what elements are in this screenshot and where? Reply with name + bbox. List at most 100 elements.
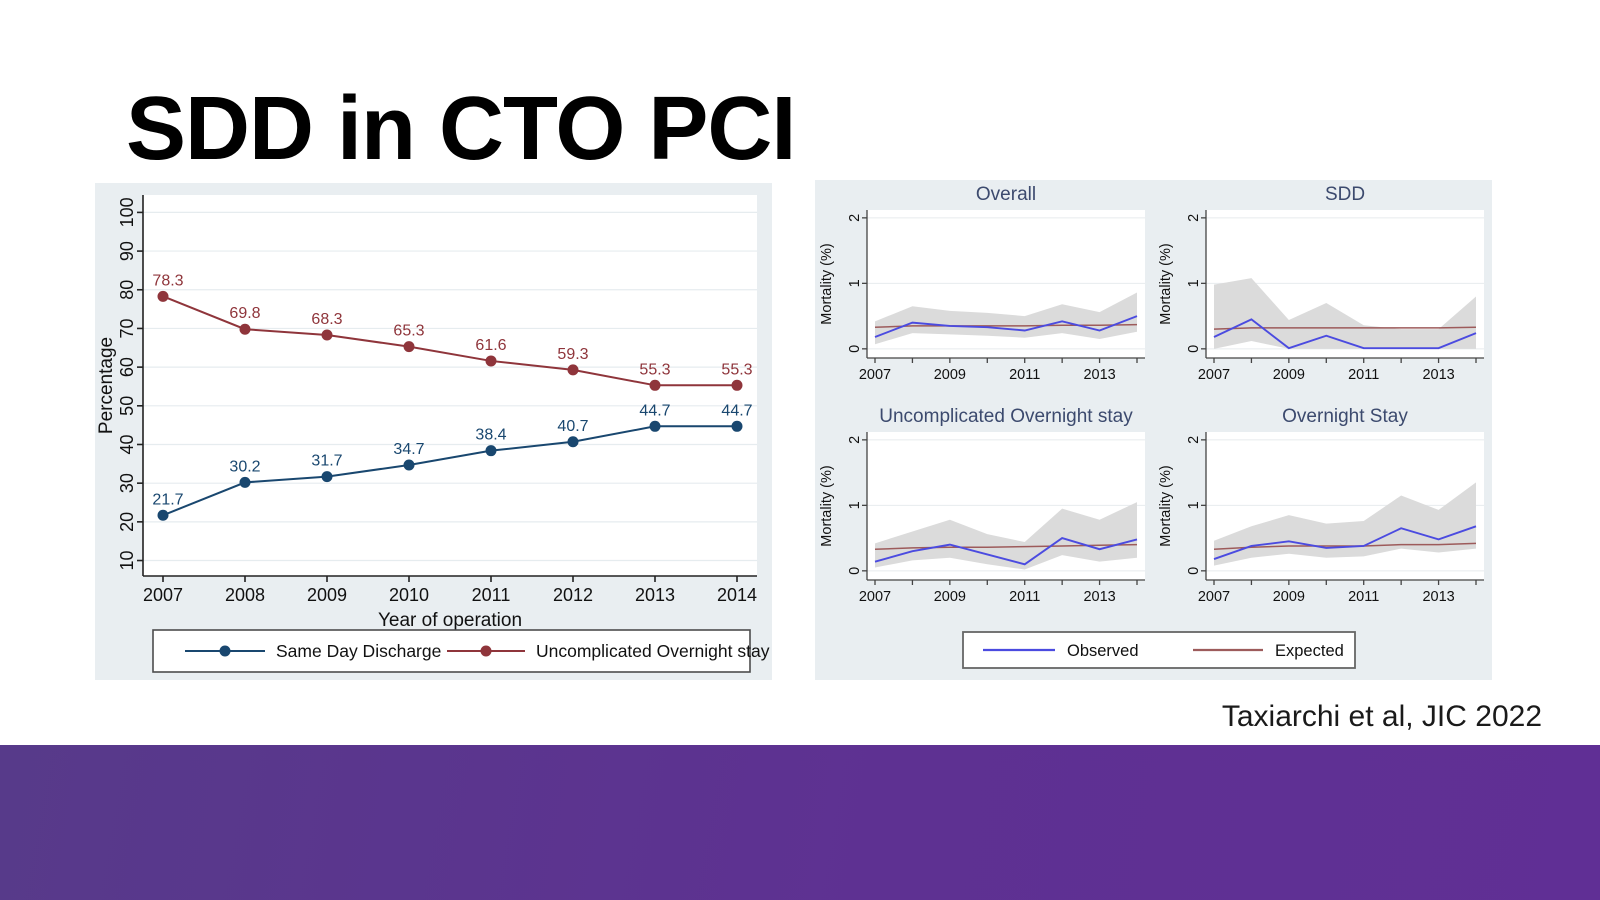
svg-text:2009: 2009 [1273, 589, 1305, 605]
svg-text:2013: 2013 [1422, 589, 1454, 605]
svg-text:2009: 2009 [934, 367, 966, 383]
expected-line [874, 323, 1138, 328]
svg-text:2007: 2007 [1198, 367, 1230, 383]
mortality-small-multiples: Overall 0 1 2 2007 2009 2011 2013 Mortality (%) S… [815, 180, 1492, 680]
svg-text:2014: 2014 [717, 585, 757, 605]
panel-title: Overall [976, 184, 1036, 205]
data-label: 44.7 [721, 402, 752, 419]
data-point [567, 364, 579, 376]
svg-text:2007: 2007 [1198, 589, 1230, 605]
trend-legend: Same Day Discharge Uncomplicated Overnigh… [152, 629, 770, 673]
svg-text:90: 90 [117, 241, 137, 261]
series-same-day-discharge: 21.7 30.2 31.7 34.7 38.4 40.7 44.7 44.7 [152, 402, 753, 521]
data-point [485, 445, 497, 457]
panel-title: Overnight Stay [1282, 406, 1408, 427]
mortality-panel-overnight-stay: Overnight Stay 0 1 2 2007 2009 2011 2013 Mortali… [1158, 406, 1484, 605]
confidence-band [875, 502, 1137, 570]
data-label: 68.3 [311, 311, 342, 328]
data-label: 31.7 [311, 453, 342, 470]
legend-label: Uncomplicated Overnight stay [536, 641, 770, 661]
data-point [567, 436, 579, 448]
data-label: 61.6 [475, 337, 506, 354]
svg-text:2012: 2012 [553, 585, 593, 605]
data-label: 30.2 [229, 458, 260, 475]
data-point [649, 420, 661, 432]
discharge-trend-chart: 10 20 30 40 50 60 70 80 90 100 2007 2008 2009 2010 201… [95, 183, 772, 680]
data-point [239, 476, 251, 488]
legend-label: Same Day Discharge [276, 641, 441, 661]
panel-title: SDD [1325, 184, 1365, 205]
data-label: 69.8 [229, 305, 260, 322]
data-point [321, 471, 333, 483]
data-point [731, 420, 743, 432]
legend-label: Expected [1275, 642, 1344, 660]
data-point [157, 290, 169, 302]
data-label: 55.3 [639, 361, 670, 378]
svg-text:2011: 2011 [1009, 367, 1040, 383]
data-label: 38.4 [475, 427, 506, 444]
legend-label: Observed [1067, 642, 1139, 660]
data-point [157, 509, 169, 521]
data-point [403, 459, 415, 471]
svg-text:1: 1 [1186, 501, 1202, 509]
y-axis-label: Mortality (%) [1158, 465, 1174, 546]
svg-text:2007: 2007 [859, 367, 891, 383]
data-label: 59.3 [557, 346, 588, 363]
svg-text:1: 1 [847, 279, 863, 287]
data-label: 34.7 [393, 441, 424, 458]
confidence-band [1214, 278, 1476, 349]
svg-text:50: 50 [117, 396, 137, 416]
observed-line [874, 537, 1138, 566]
series-uncomplicated-overnight-stay: 78.3 69.8 68.3 65.3 61.6 59.3 55.3 55.3 [152, 272, 753, 391]
data-label: 21.7 [152, 491, 183, 508]
observed-line [1213, 525, 1477, 560]
data-label: 44.7 [639, 402, 670, 419]
svg-text:2007: 2007 [143, 585, 183, 605]
svg-text:0: 0 [1186, 345, 1202, 353]
svg-text:2013: 2013 [1422, 367, 1454, 383]
data-point [321, 329, 333, 341]
svg-text:0: 0 [847, 567, 863, 575]
mortality-legend: Observed Expected [962, 631, 1356, 669]
mortality-panel-uncomplicated-overnight-stay: Uncomplicated Overnight stay 0 1 2 2007 2009 2… [819, 406, 1145, 605]
observed-line [1213, 318, 1477, 350]
citation: Taxiarchi et al, JIC 2022 [1221, 700, 1542, 733]
svg-text:70: 70 [117, 318, 137, 338]
svg-text:2009: 2009 [1273, 367, 1305, 383]
expected-line [1213, 326, 1477, 330]
panel-title: Uncomplicated Overnight stay [879, 406, 1133, 427]
svg-text:2013: 2013 [1083, 367, 1115, 383]
svg-text:2: 2 [1186, 436, 1202, 444]
svg-text:2010: 2010 [389, 585, 429, 605]
svg-text:10: 10 [117, 551, 137, 571]
footer-banner: AMERICAN COLLEGE of CARDIOLOGY® ACC QUAL… [0, 745, 1600, 900]
x-axis-label: Year of operation [378, 610, 522, 631]
svg-text:30: 30 [117, 473, 137, 493]
svg-text:1: 1 [847, 501, 863, 509]
svg-text:0: 0 [847, 345, 863, 353]
mortality-panel-sdd: SDD 0 1 2 2007 2009 2011 2013 Mortality (%) [1158, 184, 1484, 383]
svg-text:2: 2 [847, 436, 863, 444]
y-axis-label: Mortality (%) [819, 465, 835, 546]
y-axis-label: Mortality (%) [1158, 243, 1174, 324]
svg-text:80: 80 [117, 280, 137, 300]
data-label: 78.3 [152, 272, 183, 289]
svg-text:100: 100 [117, 197, 137, 227]
svg-text:20: 20 [117, 512, 137, 532]
svg-text:2011: 2011 [1348, 589, 1379, 605]
data-label: 55.3 [721, 361, 752, 378]
svg-text:60: 60 [117, 357, 137, 377]
data-label: 65.3 [393, 323, 424, 340]
svg-text:2009: 2009 [934, 589, 966, 605]
page-title: SDD in CTO PCI [126, 79, 796, 179]
svg-text:1: 1 [1186, 279, 1202, 287]
svg-text:2: 2 [1186, 214, 1202, 222]
data-point [403, 341, 415, 353]
data-point [731, 379, 743, 391]
svg-text:2013: 2013 [635, 585, 675, 605]
svg-text:2: 2 [847, 214, 863, 222]
svg-text:0: 0 [1186, 567, 1202, 575]
svg-text:2008: 2008 [225, 585, 265, 605]
